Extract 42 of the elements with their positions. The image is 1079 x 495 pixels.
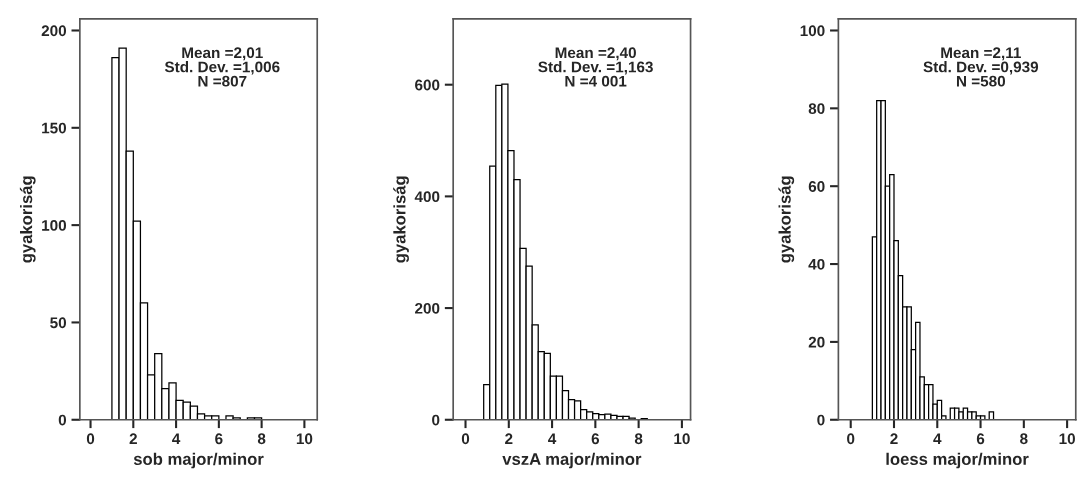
- x-tick-label: 0: [86, 433, 95, 445]
- x-tick-label: 2: [890, 433, 898, 445]
- y-axis-title: gyakoriság: [778, 176, 795, 263]
- x-axis-title: sob major/minor: [133, 452, 264, 469]
- y-tick-label: 0: [432, 414, 440, 426]
- x-tick-label: 6: [976, 433, 985, 445]
- y-tick-label: 0: [817, 414, 825, 426]
- x-tick-label: 10: [1059, 433, 1075, 445]
- y-tick-label: 200: [41, 25, 67, 37]
- annotation: Mean =2,40 Std. Dev. =1,163 N =4 001: [538, 47, 653, 87]
- x-tick-label: 10: [296, 433, 313, 445]
- x-tick-label: 2: [129, 433, 137, 445]
- y-tick-label: 20: [808, 336, 825, 348]
- x-tick-label: 10: [674, 433, 690, 445]
- x-tick-label: 6: [591, 433, 600, 445]
- y-tick-label: 200: [415, 302, 440, 314]
- x-tick-label: 8: [634, 433, 643, 445]
- y-tick-label: 100: [800, 25, 825, 37]
- y-tick-label: 60: [808, 181, 825, 192]
- y-tick-label: 150: [42, 122, 67, 134]
- x-tick-label: 8: [257, 433, 266, 445]
- x-tick-label: 2: [505, 433, 513, 445]
- y-tick-label: 80: [808, 103, 825, 115]
- x-tick-label: 8: [1020, 433, 1028, 445]
- y-tick-label: 600: [415, 79, 440, 91]
- y-tick-label: 400: [414, 191, 440, 203]
- x-axis-title: vszA major/minor: [502, 452, 642, 469]
- annotation: Mean =2,11 Std. Dev. =0,939 N =580: [923, 47, 1039, 87]
- y-tick-label: 50: [50, 317, 67, 329]
- x-tick-label: 4: [548, 433, 557, 445]
- x-tick-label: 6: [215, 433, 223, 445]
- annotation: Mean =2,01 Std. Dev. =1,006 N =807: [164, 47, 280, 87]
- x-tick-label: 4: [172, 433, 181, 445]
- x-tick-label: 0: [461, 433, 470, 445]
- y-tick-label: 0: [58, 414, 67, 426]
- x-axis-title: loess major/minor: [886, 452, 1029, 469]
- y-tick-label: 40: [808, 258, 825, 270]
- y-axis-title: gyakoriság: [19, 176, 36, 263]
- y-axis-title: gyakoriság: [393, 176, 409, 263]
- x-tick-label: 4: [933, 433, 942, 445]
- x-tick-label: 0: [847, 433, 855, 445]
- y-tick-label: 100: [42, 219, 67, 231]
